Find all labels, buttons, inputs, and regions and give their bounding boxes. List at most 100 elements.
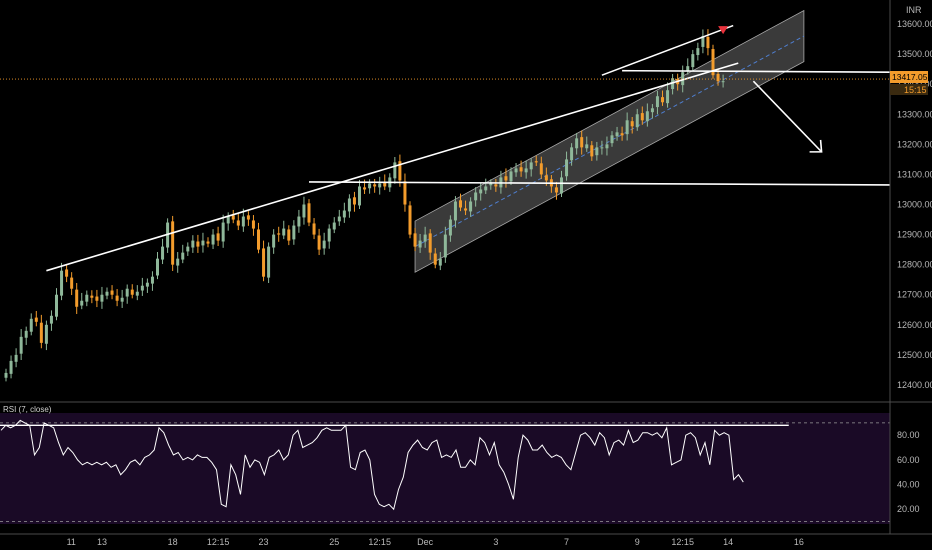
candle-body [509, 171, 513, 182]
candle-body [423, 234, 427, 242]
candle-body [352, 197, 356, 205]
candle-body [221, 222, 225, 242]
candle-body [75, 289, 79, 307]
candle-body [236, 220, 240, 226]
candle-body [378, 183, 382, 188]
drawings [0, 24, 891, 272]
candle-body [580, 137, 584, 148]
x-axis-tick-label: 23 [259, 537, 269, 547]
candle-body [519, 167, 523, 172]
candle-body [277, 233, 281, 235]
rsi-layer [0, 419, 890, 522]
x-axis-tick-label: Dec [417, 537, 434, 547]
candle-body [196, 241, 200, 247]
candle-body [332, 222, 336, 230]
current-price-tag: 13417.05 15:15 [890, 71, 928, 95]
candle-body [565, 159, 569, 177]
candle-body [625, 120, 629, 135]
x-axis-tick-label: 16 [794, 537, 804, 547]
candle-body [711, 49, 715, 76]
price-axis-tick-label: 13500.00 [897, 49, 932, 59]
rsi-axis-tick-label: 40.00 [897, 480, 920, 490]
candle-body [413, 233, 417, 247]
candle-body [696, 48, 700, 56]
candle-body [600, 147, 604, 149]
price-tag-box [890, 71, 928, 83]
candle-body [464, 208, 468, 211]
candle-body [560, 177, 563, 194]
candle-body [312, 223, 316, 235]
candle-body [85, 294, 89, 302]
candle-body [80, 300, 84, 306]
support-level [308, 181, 891, 186]
candle-body [610, 135, 614, 144]
candle-body [368, 183, 372, 189]
candle-body [645, 111, 649, 122]
projection-arrow-head [809, 139, 823, 153]
candle-body [115, 295, 119, 301]
x-axis-tick-label: 12:15 [368, 537, 391, 547]
x-axis-tick-label: 13 [97, 537, 107, 547]
candle-body [666, 90, 670, 104]
rsi-axis-tick-label: 60.00 [897, 455, 920, 465]
candle-body [34, 317, 38, 322]
candle-body [398, 161, 402, 181]
candle-body [206, 241, 210, 244]
candle-body [342, 210, 346, 218]
price-axis-tick-label: 12700.00 [897, 290, 932, 300]
price-axis-tick-label: 12600.00 [897, 320, 932, 330]
candles [4, 29, 725, 382]
candle-body [130, 289, 134, 295]
price-axis-tick-label: 13300.00 [897, 109, 932, 119]
candle-body [605, 144, 609, 149]
candle-body [494, 184, 498, 187]
candle-body [29, 318, 33, 332]
candle-body [469, 201, 473, 212]
candle-body [327, 228, 331, 242]
candle-body [630, 121, 634, 127]
candle-body [156, 258, 159, 276]
candle-body [176, 258, 180, 266]
sell-signal-marker [718, 26, 729, 35]
candle-body [125, 288, 129, 297]
price-axis-tick-label: 13000.00 [897, 200, 932, 210]
price-axis-tick-label: 12800.00 [897, 260, 932, 270]
candle-body [585, 144, 589, 149]
candle-body [145, 282, 149, 287]
candle-body [110, 290, 114, 295]
y-axis[interactable]: 13600.0013500.0013400.0013300.0013200.00… [897, 19, 932, 514]
price-axis-tick-label: 12900.00 [897, 230, 932, 240]
candle-body [383, 182, 387, 187]
candle-body [575, 138, 579, 149]
candle-body [681, 72, 685, 86]
candle-body [484, 186, 488, 191]
candle-body [135, 291, 139, 296]
candle-body [44, 324, 48, 344]
candle-body [615, 132, 619, 137]
rsi-axis-tick-label: 80.00 [897, 430, 920, 440]
candle-body [272, 234, 276, 248]
countdown-text: 15:15 [904, 85, 927, 95]
price-axis-tick-label: 12400.00 [897, 380, 932, 390]
candle-body [363, 187, 367, 190]
candle-body [251, 220, 255, 229]
candle-body [691, 54, 695, 68]
candle-body [706, 36, 710, 49]
candle-body [443, 234, 447, 258]
candle-body [181, 252, 185, 260]
candle-body [554, 187, 558, 193]
x-axis-tick-label: 14 [723, 537, 733, 547]
candle-body [459, 200, 462, 208]
x-axis[interactable]: 11 13 18 12:15 23 25 12:15 Dec 3 7 9 12:15 14 16 [67, 537, 804, 547]
price-axis-tick-label: 13100.00 [897, 169, 932, 179]
candle-body [65, 269, 69, 277]
candle-body [358, 186, 361, 206]
candle-body [19, 336, 23, 354]
currency-label: INR [906, 5, 922, 15]
candle-body [418, 240, 422, 248]
candle-body [105, 291, 109, 296]
breakdown-level [622, 69, 891, 73]
candle-body [393, 162, 397, 179]
rsi-line [0, 419, 744, 511]
